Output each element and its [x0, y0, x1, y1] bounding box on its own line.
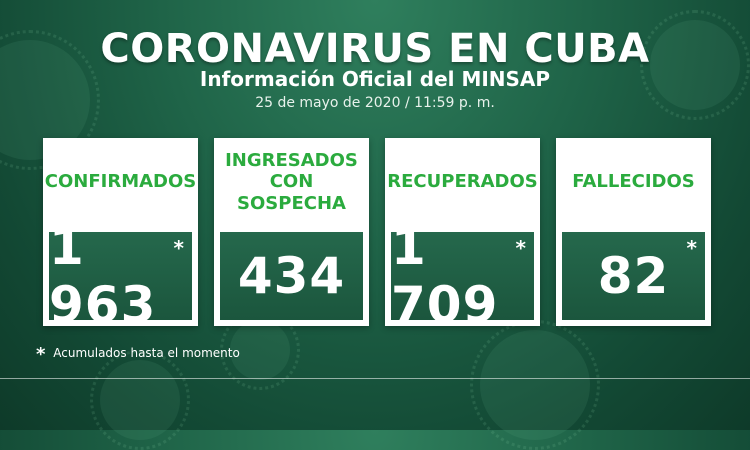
virus-decoration	[220, 310, 300, 390]
footnote-text: Acumulados hasta el momento	[53, 346, 240, 360]
card-value-box: 1 709 *	[391, 218, 534, 334]
footnote-asterisk: *	[36, 344, 46, 365]
asterisk-marker: *	[686, 236, 697, 260]
card-value-box: 82 *	[562, 232, 705, 320]
divider	[0, 378, 750, 379]
card-value: 434	[237, 247, 346, 305]
card-value: 1 963	[49, 218, 157, 334]
card-ingresados-con-sospecha: INGRESADOS CON SOSPECHA 434	[214, 138, 369, 326]
card-value-box: 434	[220, 232, 363, 320]
card-confirmados: CONFIRMADOS 1 963 *	[43, 138, 198, 334]
asterisk-marker: *	[515, 236, 526, 260]
asterisk-marker: *	[173, 236, 184, 260]
report-date: 25 de mayo de 2020 / 11:59 p. m.	[255, 95, 495, 111]
card-value-box: 1 963 *	[49, 218, 192, 334]
card-value: 1 709	[391, 218, 499, 334]
card-label: INGRESADOS CON SOSPECHA	[225, 149, 358, 214]
card-recuperados: RECUPERADOS 1 709 *	[385, 138, 540, 334]
card-fallecidos: FALLECIDOS 82 *	[556, 138, 711, 326]
card-label: FALLECIDOS	[572, 171, 695, 193]
virus-decoration	[470, 320, 600, 450]
page-subtitle: Información Oficial del MINSAP	[199, 67, 551, 91]
card-value: 82	[597, 247, 670, 305]
footnote: * Acumulados hasta el momento	[36, 344, 240, 365]
virus-decoration	[640, 10, 750, 120]
card-label: RECUPERADOS	[387, 171, 538, 193]
virus-decoration	[90, 350, 190, 450]
page-title: CORONAVIRUS EN CUBA	[100, 26, 650, 72]
card-label: CONFIRMADOS	[44, 171, 197, 193]
